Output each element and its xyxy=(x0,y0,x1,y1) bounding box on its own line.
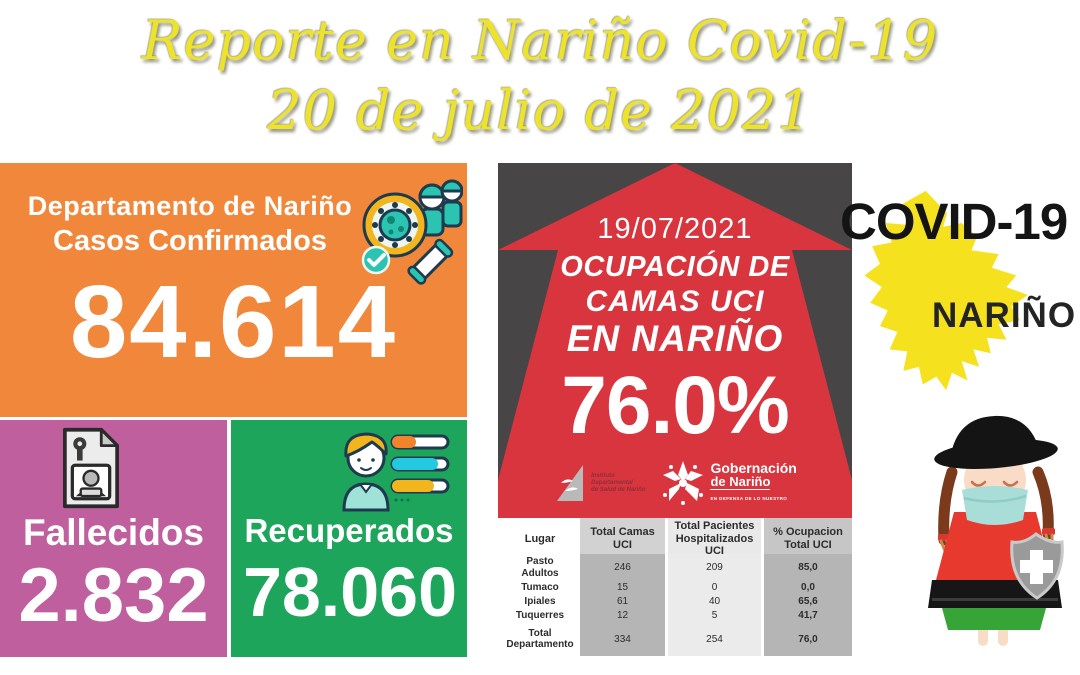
column-header-pacientes: Total Pacientes Hospitalizados UCI xyxy=(665,518,761,560)
table-row-total: Total Departamento 334 254 76,0 xyxy=(503,622,852,656)
ids-narino-hand-dove-icon xyxy=(557,465,584,501)
deaths-label: Fallecidos xyxy=(23,512,204,553)
table-row: Pasto Adultos 246 209 85,0 xyxy=(503,554,852,581)
confirmed-card-subheading: Casos Confirmados xyxy=(53,225,327,257)
table-header-row: Lugar Total Camas UCI Total Pacientes Ho… xyxy=(503,518,852,560)
region-name: NARIÑO xyxy=(932,296,1077,335)
table-row: Tumaco 15 0 0,0 xyxy=(503,580,852,595)
recovered-label: Recuperados xyxy=(244,512,454,549)
recovered-card: Recuperados 78.060 xyxy=(231,420,467,657)
uci-report-date: 19/07/2021 xyxy=(597,213,753,245)
andean-girl-mask-shield-illustration xyxy=(928,415,1064,646)
uci-heading-line2: CAMAS UCI xyxy=(585,285,765,318)
deaths-card: Fallecidos 2.832 xyxy=(0,420,227,657)
uci-occupancy-panel: 19/07/2021 OCUPACIÓN DE CAMAS UCI EN NAR… xyxy=(498,163,852,518)
confirmed-cases-card: Departamento de Nariño Casos Confirmados… xyxy=(0,163,467,417)
covid19-title: COVID-19 xyxy=(840,193,1068,250)
recovered-value: 78.060 xyxy=(242,553,458,631)
institution-logos: Instituto Departamental de Salud de Nari… xyxy=(498,455,852,511)
column-header-ocupacion: % Ocupacion Total UCI xyxy=(761,518,852,560)
gobernacion-tagline: EN DEFENSA DE LO NUESTRO xyxy=(710,495,788,501)
table-row: Ipiales 61 40 65,6 xyxy=(503,594,852,609)
up-arrow-shape xyxy=(498,163,852,518)
confirmed-cases-value: 84.614 xyxy=(69,264,398,379)
column-header-lugar: Lugar xyxy=(503,518,577,560)
page-title-line2: 20 de julio de 2021 xyxy=(267,79,813,142)
ids-narino-logo: Instituto Departamental de Salud de Nari… xyxy=(553,463,645,503)
ids-narino-name: Instituto Departamental de Salud de Nari… xyxy=(591,472,646,493)
uci-heading-line3: EN NARIÑO xyxy=(566,318,784,359)
uci-heading-line1: OCUPACIÓN DE xyxy=(560,251,790,283)
deaths-value: 2.832 xyxy=(18,553,209,638)
virus-magnifier-people-icon xyxy=(361,179,463,285)
gobernacion-narino-star-icon xyxy=(663,461,704,505)
patient-recovery-checklist-icon xyxy=(342,432,450,512)
page-title-line1: Reporte en Nariño Covid-19 xyxy=(141,9,939,72)
narino-department-map xyxy=(864,190,1028,391)
death-certificate-icon xyxy=(62,427,119,509)
confirmed-card-heading: Departamento de Nariño xyxy=(27,191,353,221)
uci-occupancy-table: Lugar Total Camas UCI Total Pacientes Ho… xyxy=(503,518,852,656)
page-title: Reporte en Nariño Covid-19 20 de julio d… xyxy=(0,6,1080,146)
gobernacion-narino-logo: Gobernación de Nariño EN DEFENSA DE LO N… xyxy=(661,459,797,507)
column-header-camas: Total Camas UCI xyxy=(577,518,665,560)
uci-occupancy-value: 76.0% xyxy=(561,360,790,451)
table-row: Tuquerres 12 5 41,7 xyxy=(503,608,852,623)
gobernacion-narino-name: Gobernación de Nariño EN DEFENSA DE LO N… xyxy=(710,461,797,505)
